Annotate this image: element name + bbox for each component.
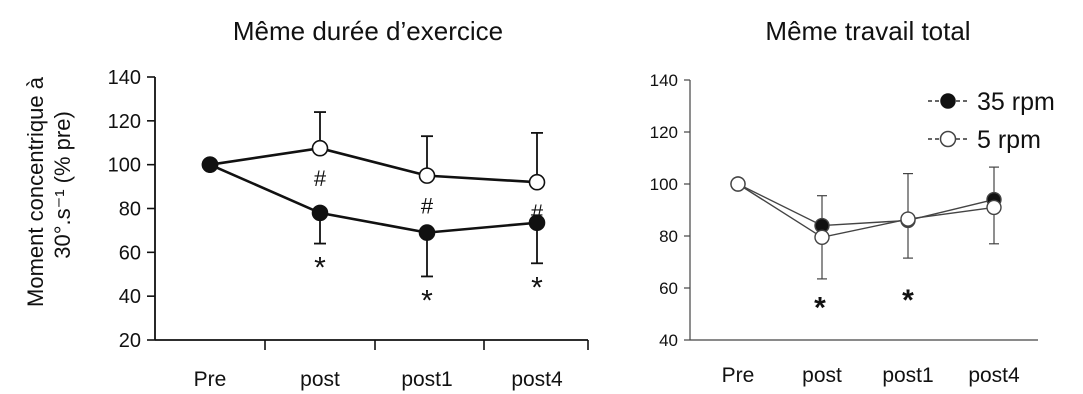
left-data-point bbox=[528, 173, 546, 191]
left-annotation-star: * bbox=[421, 284, 433, 317]
right-data-point bbox=[986, 199, 1002, 216]
right-y-tick-label: 40 bbox=[659, 331, 678, 350]
right-annotation-star: * bbox=[814, 292, 826, 325]
left-data-point bbox=[418, 224, 436, 241]
right-x-tick-label: post1 bbox=[882, 364, 933, 387]
right-x-tick-label: post4 bbox=[968, 364, 1020, 387]
left-annotation-hash: # bbox=[421, 194, 434, 219]
left-y-axis-label-line1: Moment concentrique à bbox=[23, 76, 48, 307]
left-chart-axes: 20 40 60 80 100 120 140 Pre post post1 post4 bbox=[108, 67, 589, 391]
legend-marker-35rpm bbox=[940, 93, 956, 109]
left-y-tick-label: 120 bbox=[108, 111, 141, 133]
right-chart-title: Même travail total bbox=[765, 16, 970, 46]
right-data-point bbox=[730, 176, 746, 192]
left-y-tick-label: 140 bbox=[108, 67, 141, 89]
left-y-tick-label: 40 bbox=[119, 286, 141, 308]
left-chart-title: Même durée d’exercice bbox=[233, 16, 503, 46]
right-chart-marks: * * bbox=[730, 166, 1002, 325]
right-y-tick-label: 120 bbox=[650, 123, 678, 142]
right-y-tick-label: 140 bbox=[650, 71, 678, 90]
left-y-axis-label-line2: 30°.s⁻¹ (% pre) bbox=[50, 111, 75, 259]
left-chart-marks: # # # * * * bbox=[201, 111, 546, 317]
right-y-tick-label: 80 bbox=[659, 227, 678, 246]
left-data-point bbox=[528, 214, 546, 232]
right-series-line bbox=[737, 183, 995, 227]
right-data-point bbox=[814, 229, 830, 246]
left-y-tick-label: 60 bbox=[119, 242, 141, 264]
left-annotation-star: * bbox=[531, 271, 543, 304]
legend-label-35rpm: 35 rpm bbox=[977, 88, 1055, 116]
right-data-point bbox=[900, 211, 916, 227]
right-chart-axes: 40 60 80 100 120 140 Pre post post1 post4 bbox=[650, 71, 1038, 387]
legend-marker-5rpm bbox=[939, 130, 957, 148]
right-x-tick-label: Pre bbox=[722, 364, 755, 387]
legend: 35 rpm 5 rpm bbox=[928, 88, 1055, 154]
right-y-tick-label: 100 bbox=[650, 175, 678, 194]
legend-label-5rpm: 5 rpm bbox=[977, 126, 1041, 154]
left-annotation-hash: # bbox=[314, 166, 327, 191]
left-data-point bbox=[201, 156, 219, 173]
left-data-point bbox=[311, 139, 329, 157]
right-y-tick-label: 60 bbox=[659, 279, 678, 298]
right-series-line bbox=[737, 183, 995, 239]
left-x-tick-label: post bbox=[300, 368, 340, 391]
right-x-tick-label: post bbox=[802, 364, 842, 387]
left-y-tick-label: 20 bbox=[119, 330, 141, 352]
left-x-tick-label: post4 bbox=[511, 368, 563, 391]
right-annotation-star: * bbox=[902, 284, 914, 317]
left-series-line bbox=[209, 163, 538, 234]
left-annotation-star: * bbox=[314, 252, 326, 285]
left-x-tick-label: Pre bbox=[194, 368, 227, 391]
left-series-line bbox=[209, 146, 538, 184]
left-x-tick-label: post1 bbox=[401, 368, 452, 391]
left-data-point bbox=[311, 204, 329, 222]
left-data-point bbox=[418, 167, 436, 184]
left-annotation-hash: # bbox=[531, 200, 544, 225]
left-y-tick-label: 80 bbox=[119, 199, 141, 221]
left-y-tick-label: 100 bbox=[108, 155, 141, 177]
